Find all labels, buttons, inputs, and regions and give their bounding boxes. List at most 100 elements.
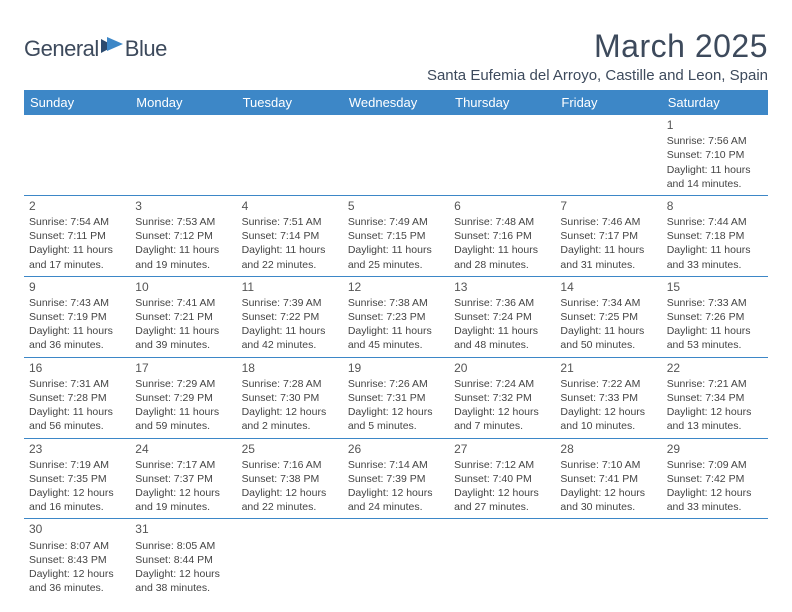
sunrise-line: Sunrise: 7:53 AM <box>135 215 231 229</box>
flag-icon <box>101 37 127 55</box>
daylight-line-1: Daylight: 12 hours <box>454 405 550 419</box>
calendar-day-cell: 28Sunrise: 7:10 AMSunset: 7:41 PMDayligh… <box>555 438 661 519</box>
day-number: 25 <box>242 441 338 457</box>
sunrise-line: Sunrise: 7:28 AM <box>242 377 338 391</box>
sunset-line: Sunset: 7:42 PM <box>667 472 763 486</box>
sunset-line: Sunset: 7:11 PM <box>29 229 125 243</box>
daylight-line-2: and 17 minutes. <box>29 258 125 272</box>
sunset-line: Sunset: 7:23 PM <box>348 310 444 324</box>
daylight-line-1: Daylight: 11 hours <box>348 243 444 257</box>
calendar-week-row: 2Sunrise: 7:54 AMSunset: 7:11 PMDaylight… <box>24 195 768 276</box>
day-number: 9 <box>29 279 125 295</box>
sunset-line: Sunset: 7:41 PM <box>560 472 656 486</box>
sunset-line: Sunset: 7:18 PM <box>667 229 763 243</box>
sunset-line: Sunset: 7:25 PM <box>560 310 656 324</box>
calendar-week-row: 1Sunrise: 7:56 AMSunset: 7:10 PMDaylight… <box>24 115 768 195</box>
daylight-line-2: and 10 minutes. <box>560 419 656 433</box>
daylight-line-2: and 28 minutes. <box>454 258 550 272</box>
sunrise-line: Sunrise: 7:56 AM <box>667 134 763 148</box>
day-number: 5 <box>348 198 444 214</box>
calendar-week-row: 16Sunrise: 7:31 AMSunset: 7:28 PMDayligh… <box>24 357 768 438</box>
daylight-line-2: and 56 minutes. <box>29 419 125 433</box>
daylight-line-1: Daylight: 11 hours <box>454 243 550 257</box>
calendar-day-cell: 7Sunrise: 7:46 AMSunset: 7:17 PMDaylight… <box>555 195 661 276</box>
sunset-line: Sunset: 7:29 PM <box>135 391 231 405</box>
daylight-line-1: Daylight: 12 hours <box>454 486 550 500</box>
calendar-day-cell: 29Sunrise: 7:09 AMSunset: 7:42 PMDayligh… <box>662 438 768 519</box>
day-number: 21 <box>560 360 656 376</box>
sunrise-line: Sunrise: 7:43 AM <box>29 296 125 310</box>
daylight-line-2: and 16 minutes. <box>29 500 125 514</box>
sunset-line: Sunset: 7:16 PM <box>454 229 550 243</box>
calendar-day-cell: 15Sunrise: 7:33 AMSunset: 7:26 PMDayligh… <box>662 276 768 357</box>
calendar-day-cell: 6Sunrise: 7:48 AMSunset: 7:16 PMDaylight… <box>449 195 555 276</box>
calendar-day-cell: 5Sunrise: 7:49 AMSunset: 7:15 PMDaylight… <box>343 195 449 276</box>
daylight-line-1: Daylight: 11 hours <box>135 243 231 257</box>
daylight-line-1: Daylight: 12 hours <box>348 486 444 500</box>
daylight-line-1: Daylight: 12 hours <box>135 486 231 500</box>
daylight-line-1: Daylight: 11 hours <box>135 324 231 338</box>
calendar-day-cell <box>555 115 661 195</box>
calendar-day-cell: 18Sunrise: 7:28 AMSunset: 7:30 PMDayligh… <box>237 357 343 438</box>
calendar-table: SundayMondayTuesdayWednesdayThursdayFrid… <box>24 90 768 599</box>
daylight-line-1: Daylight: 12 hours <box>667 486 763 500</box>
day-number: 1 <box>667 117 763 133</box>
daylight-line-1: Daylight: 11 hours <box>29 243 125 257</box>
calendar-day-cell: 24Sunrise: 7:17 AMSunset: 7:37 PMDayligh… <box>130 438 236 519</box>
sunset-line: Sunset: 7:24 PM <box>454 310 550 324</box>
day-header: Friday <box>555 90 661 115</box>
day-header: Thursday <box>449 90 555 115</box>
brand-text-1: General <box>24 36 99 62</box>
day-number: 10 <box>135 279 231 295</box>
sunset-line: Sunset: 8:43 PM <box>29 553 125 567</box>
day-number: 12 <box>348 279 444 295</box>
day-number: 31 <box>135 521 231 537</box>
sunset-line: Sunset: 7:10 PM <box>667 148 763 162</box>
day-number: 15 <box>667 279 763 295</box>
daylight-line-1: Daylight: 11 hours <box>242 324 338 338</box>
page-header: General Blue March 2025 Santa Eufemia de… <box>24 28 768 84</box>
sunset-line: Sunset: 7:34 PM <box>667 391 763 405</box>
daylight-line-2: and 33 minutes. <box>667 258 763 272</box>
day-number: 28 <box>560 441 656 457</box>
sunrise-line: Sunrise: 7:41 AM <box>135 296 231 310</box>
sunset-line: Sunset: 7:30 PM <box>242 391 338 405</box>
sunrise-line: Sunrise: 7:39 AM <box>242 296 338 310</box>
day-number: 11 <box>242 279 338 295</box>
day-number: 26 <box>348 441 444 457</box>
calendar-day-cell <box>237 519 343 599</box>
sunrise-line: Sunrise: 7:54 AM <box>29 215 125 229</box>
calendar-day-cell <box>237 115 343 195</box>
daylight-line-2: and 45 minutes. <box>348 338 444 352</box>
daylight-line-2: and 36 minutes. <box>29 581 125 595</box>
sunset-line: Sunset: 7:22 PM <box>242 310 338 324</box>
calendar-day-cell: 2Sunrise: 7:54 AMSunset: 7:11 PMDaylight… <box>24 195 130 276</box>
daylight-line-1: Daylight: 11 hours <box>135 405 231 419</box>
daylight-line-1: Daylight: 11 hours <box>667 324 763 338</box>
sunrise-line: Sunrise: 7:12 AM <box>454 458 550 472</box>
sunset-line: Sunset: 7:21 PM <box>135 310 231 324</box>
daylight-line-1: Daylight: 11 hours <box>560 243 656 257</box>
sunset-line: Sunset: 7:33 PM <box>560 391 656 405</box>
daylight-line-2: and 30 minutes. <box>560 500 656 514</box>
calendar-day-cell: 23Sunrise: 7:19 AMSunset: 7:35 PMDayligh… <box>24 438 130 519</box>
calendar-day-cell: 31Sunrise: 8:05 AMSunset: 8:44 PMDayligh… <box>130 519 236 599</box>
month-title: March 2025 <box>427 28 768 65</box>
daylight-line-1: Daylight: 12 hours <box>560 486 656 500</box>
daylight-line-2: and 14 minutes. <box>667 177 763 191</box>
sunrise-line: Sunrise: 7:24 AM <box>454 377 550 391</box>
calendar-week-row: 23Sunrise: 7:19 AMSunset: 7:35 PMDayligh… <box>24 438 768 519</box>
calendar-day-cell: 25Sunrise: 7:16 AMSunset: 7:38 PMDayligh… <box>237 438 343 519</box>
sunrise-line: Sunrise: 7:10 AM <box>560 458 656 472</box>
daylight-line-1: Daylight: 12 hours <box>667 405 763 419</box>
sunset-line: Sunset: 7:14 PM <box>242 229 338 243</box>
sunrise-line: Sunrise: 7:44 AM <box>667 215 763 229</box>
daylight-line-2: and 7 minutes. <box>454 419 550 433</box>
daylight-line-2: and 24 minutes. <box>348 500 444 514</box>
daylight-line-1: Daylight: 12 hours <box>348 405 444 419</box>
sunrise-line: Sunrise: 7:14 AM <box>348 458 444 472</box>
calendar-day-cell <box>130 115 236 195</box>
daylight-line-2: and 13 minutes. <box>667 419 763 433</box>
day-number: 4 <box>242 198 338 214</box>
calendar-body: 1Sunrise: 7:56 AMSunset: 7:10 PM Daylight… <box>24 115 768 599</box>
